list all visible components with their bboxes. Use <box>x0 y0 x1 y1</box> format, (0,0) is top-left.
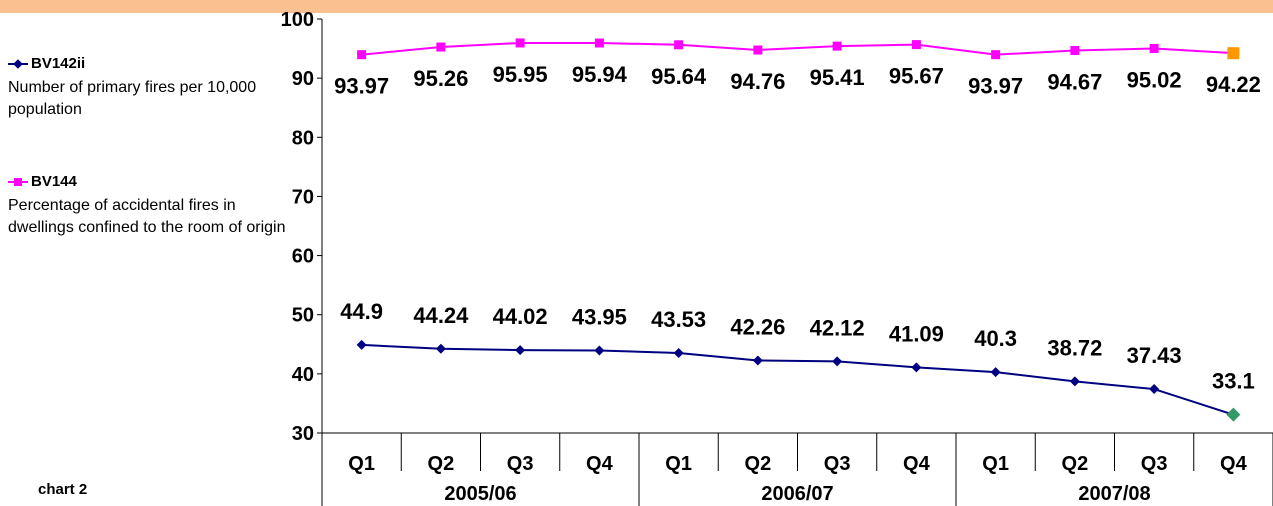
x-tick-label: Q2 <box>428 453 455 475</box>
data-label: 44.02 <box>493 304 548 329</box>
y-tick-label: 100 <box>281 9 314 31</box>
x-tick-label: Q3 <box>1141 453 1168 475</box>
data-point-marker <box>436 42 446 52</box>
x-tick-label: Q4 <box>586 453 614 475</box>
series-line-1 <box>361 343 1234 416</box>
data-label: 43.95 <box>572 304 627 329</box>
x-tick-label: Q1 <box>665 453 692 475</box>
data-label: 38.72 <box>1047 335 1102 360</box>
x-tick-label: Q2 <box>745 453 772 475</box>
data-label: 44.9 <box>340 299 383 324</box>
data-label: 95.67 <box>889 64 944 89</box>
data-point-marker <box>356 339 367 350</box>
x-group-label: 2007/08 <box>1078 483 1150 505</box>
data-point-marker <box>515 345 526 356</box>
data-label: 41.09 <box>889 321 944 346</box>
data-label: 33.1 <box>1212 369 1255 394</box>
data-point-marker <box>753 45 763 55</box>
y-tick-label: 40 <box>292 364 314 386</box>
legend-series-name: BV142ii <box>31 55 86 72</box>
data-point-marker <box>1226 407 1241 422</box>
y-tick-label: 60 <box>292 246 314 268</box>
series-line-2 <box>361 41 1234 56</box>
data-label: 95.26 <box>413 66 468 91</box>
data-label: 95.64 <box>651 64 707 89</box>
x-tick-label: Q1 <box>982 453 1009 475</box>
legend-entry-bv142ii: BV142ii Number of primary fires per 10,0… <box>8 55 298 121</box>
data-point-marker <box>435 343 446 354</box>
data-label: 95.95 <box>493 62 548 87</box>
data-label: 37.43 <box>1127 343 1182 368</box>
legend-series-name: BV144 <box>31 173 77 190</box>
chart-footnote: chart 2 <box>38 481 88 498</box>
data-point-marker <box>1149 384 1160 395</box>
data-point-marker <box>832 41 842 51</box>
data-point-marker <box>357 50 367 60</box>
data-point-marker <box>911 362 922 373</box>
x-group-label: 2006/07 <box>761 483 833 505</box>
x-tick-label: Q3 <box>507 453 534 475</box>
data-point-marker <box>674 40 684 50</box>
data-label: 93.97 <box>968 74 1023 99</box>
data-label: 93.97 <box>334 74 389 99</box>
data-label: 43.53 <box>651 307 706 332</box>
data-point-marker <box>1069 376 1080 387</box>
y-tick-label: 90 <box>292 68 314 90</box>
data-point-marker <box>1227 47 1240 60</box>
data-label: 42.12 <box>810 315 865 340</box>
data-point-marker <box>1149 43 1159 53</box>
legend-series-description: Number of primary fires per 10,000 popul… <box>8 79 257 118</box>
x-tick-label: Q2 <box>1062 453 1089 475</box>
data-label: 95.94 <box>572 62 628 87</box>
x-tick-label: Q4 <box>1220 453 1248 475</box>
data-point-marker <box>1070 46 1080 56</box>
x-tick-label: Q1 <box>348 453 375 475</box>
data-label: 44.24 <box>413 303 469 328</box>
data-label: 94.67 <box>1047 70 1102 95</box>
series-1-swatch-icon <box>8 58 28 69</box>
data-point-marker <box>594 345 605 356</box>
data-point-marker <box>911 40 921 50</box>
data-point-marker <box>594 38 604 48</box>
data-label: 95.41 <box>810 65 865 90</box>
data-point-marker <box>832 356 843 367</box>
data-point-marker <box>515 38 525 48</box>
legend-entry-bv144: BV144 Percentage of accidental fires in … <box>8 173 298 239</box>
series-2-swatch-icon <box>8 177 28 187</box>
top-banner <box>0 0 1273 13</box>
data-point-marker <box>673 347 684 358</box>
y-tick-label: 80 <box>292 127 314 149</box>
y-tick-label: 30 <box>292 423 314 445</box>
data-label: 95.02 <box>1127 67 1182 92</box>
data-point-marker <box>990 367 1001 378</box>
data-point-marker <box>752 355 763 366</box>
data-point-marker <box>991 50 1001 60</box>
x-group-label: 2005/06 <box>444 483 516 505</box>
y-tick-label: 70 <box>292 186 314 208</box>
data-label: 94.22 <box>1206 72 1261 97</box>
y-tick-label: 50 <box>292 305 314 327</box>
data-label: 40.3 <box>974 326 1017 351</box>
data-label: 94.76 <box>730 69 785 94</box>
data-label: 42.26 <box>730 314 785 339</box>
x-tick-label: Q3 <box>824 453 851 475</box>
legend-series-description: Percentage of accidental fires in dwelli… <box>8 197 286 236</box>
x-tick-label: Q4 <box>903 453 931 475</box>
